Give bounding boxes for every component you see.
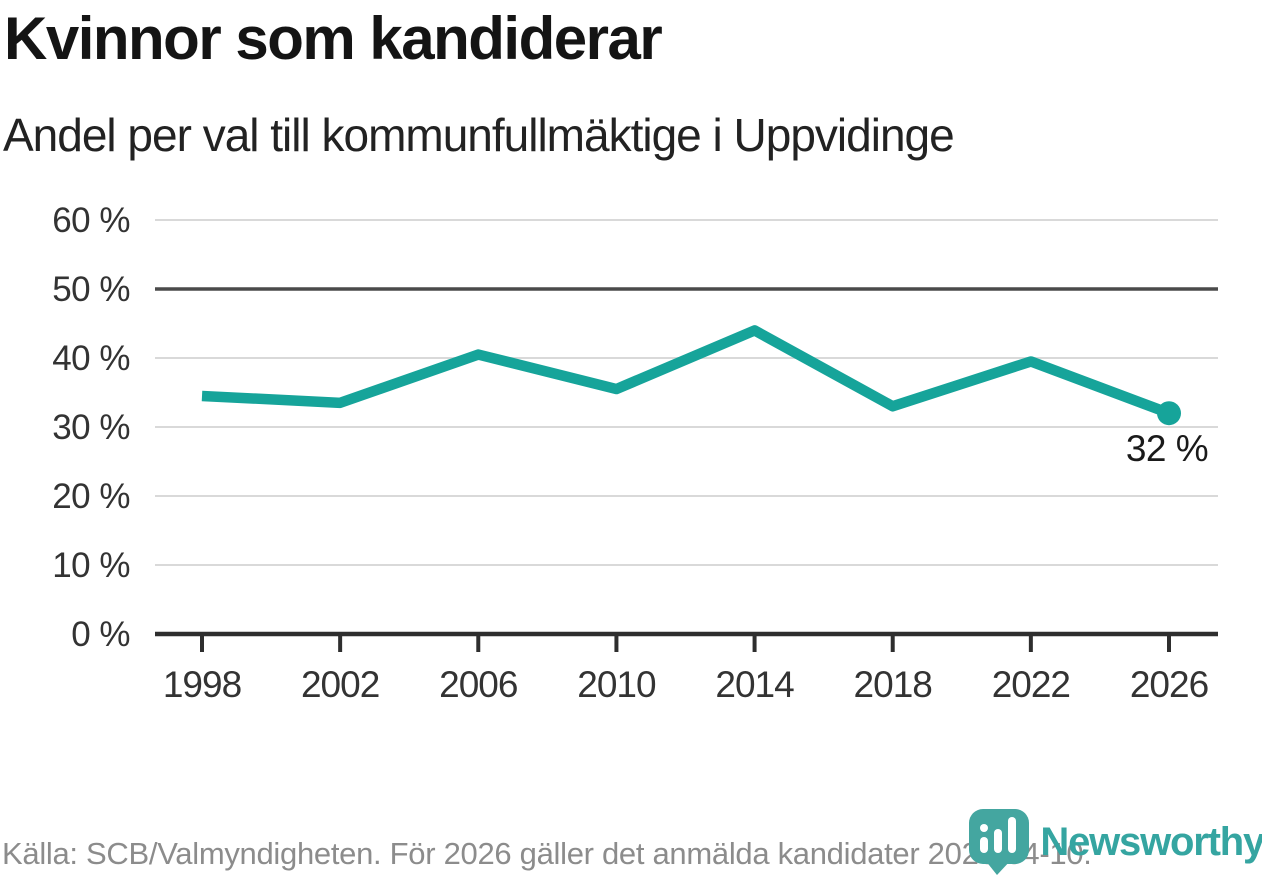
y-tick-label-10: 10 % bbox=[52, 546, 130, 585]
brand-wordmark: Newsworthy bbox=[1040, 819, 1262, 864]
bar-chart-pin-icon bbox=[969, 809, 1030, 875]
page-title: Kvinnor som kandiderar bbox=[4, 5, 663, 72]
logo-bar-tall bbox=[1008, 817, 1017, 853]
y-tick-label-50: 50 % bbox=[52, 270, 130, 309]
end-value-label: 32 % bbox=[1126, 428, 1208, 469]
line-chart: 32 % 0 % 10 % 20 % 30 % 40 % 50 % 60 % 1998 2002 2… bbox=[52, 201, 1218, 705]
page-subtitle: Andel per val till kommunfullmäktige i U… bbox=[3, 109, 955, 161]
x-tick-label-2022: 2022 bbox=[992, 664, 1070, 705]
y-tick-label-20: 20 % bbox=[52, 477, 130, 516]
data-line bbox=[201, 325, 1171, 419]
x-tick-label-2010: 2010 bbox=[577, 664, 656, 705]
source-note: Källa: SCB/Valmyndigheten. För 2026 gäll… bbox=[2, 836, 1092, 871]
logo-bar-small bbox=[980, 837, 989, 853]
logo-dot bbox=[980, 824, 989, 832]
y-tick-label-30: 30 % bbox=[52, 408, 130, 447]
y-tick-label-0: 0 % bbox=[71, 615, 130, 654]
x-tick-label-2006: 2006 bbox=[439, 664, 517, 705]
y-tick-label-60: 60 % bbox=[52, 201, 130, 240]
y-tick-label-40: 40 % bbox=[52, 339, 130, 378]
x-tick-label-2026: 2026 bbox=[1130, 664, 1208, 705]
newsworthy-logo: Newsworthy bbox=[968, 806, 1262, 878]
logo-bar-medium bbox=[994, 829, 1003, 853]
x-tick-label-1998: 1998 bbox=[163, 664, 241, 705]
data-point-2026 bbox=[1157, 401, 1181, 426]
x-tick-label-2018: 2018 bbox=[854, 664, 932, 705]
x-tick-label-2014: 2014 bbox=[715, 664, 794, 705]
x-tick-label-2002: 2002 bbox=[301, 664, 379, 705]
